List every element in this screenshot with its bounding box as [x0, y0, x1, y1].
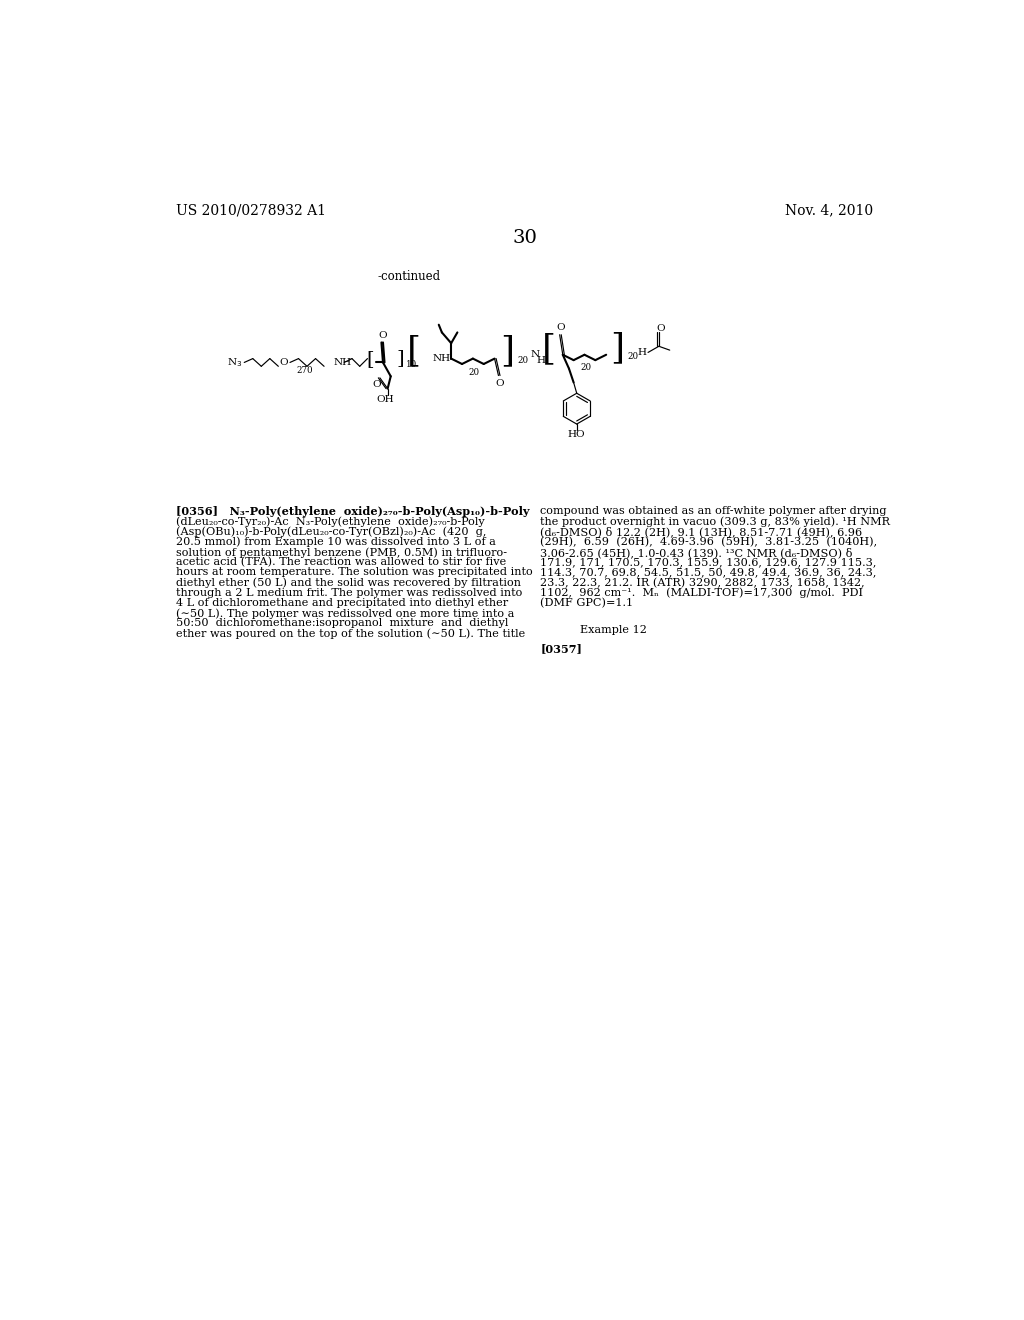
- Text: (d₆-DMSO) δ 12.2 (2H), 9.1 (13H), 8.51-7.71 (49H), 6.96: (d₆-DMSO) δ 12.2 (2H), 9.1 (13H), 8.51-7…: [541, 527, 862, 537]
- Text: US 2010/0278932 A1: US 2010/0278932 A1: [176, 203, 326, 218]
- Text: 23.3, 22.3, 21.2. IR (ATR) 3290, 2882, 1733, 1658, 1342,: 23.3, 22.3, 21.2. IR (ATR) 3290, 2882, 1…: [541, 578, 865, 587]
- Text: (∼50 L). The polymer was redissolved one more time into a: (∼50 L). The polymer was redissolved one…: [176, 609, 514, 619]
- Text: [: [: [407, 334, 421, 368]
- Text: hours at room temperature. The solution was precipitated into: hours at room temperature. The solution …: [176, 568, 532, 577]
- Text: O: O: [378, 331, 386, 341]
- Text: O: O: [656, 325, 665, 333]
- Text: 114.3, 70.7, 69.8, 54.5, 51.5, 50, 49.8, 49.4, 36.9, 36, 24.3,: 114.3, 70.7, 69.8, 54.5, 51.5, 50, 49.8,…: [541, 568, 877, 577]
- Text: ether was poured on the top of the solution (∼50 L). The title: ether was poured on the top of the solut…: [176, 628, 525, 639]
- Text: NH: NH: [432, 354, 451, 363]
- Text: (DMF GPC)=1.1: (DMF GPC)=1.1: [541, 598, 634, 609]
- Text: the product overnight in vacuo (309.3 g, 83% yield). ¹H NMR: the product overnight in vacuo (309.3 g,…: [541, 516, 890, 527]
- Text: ]: ]: [610, 331, 624, 366]
- Text: Nov. 4, 2010: Nov. 4, 2010: [785, 203, 873, 218]
- Text: 4 L of dichloromethane and precipitated into diethyl ether: 4 L of dichloromethane and precipitated …: [176, 598, 508, 609]
- Text: compound was obtained as an off-white polymer after drying: compound was obtained as an off-white po…: [541, 507, 887, 516]
- Text: OH: OH: [377, 395, 394, 404]
- Text: 20.5 mmol) from Example 10 was dissolved into 3 L of a: 20.5 mmol) from Example 10 was dissolved…: [176, 537, 496, 548]
- Text: Example 12: Example 12: [581, 626, 647, 635]
- Text: H: H: [537, 355, 546, 364]
- Text: 30: 30: [512, 228, 538, 247]
- Text: 50:50  dichloromethane:isopropanol  mixture  and  diethyl: 50:50 dichloromethane:isopropanol mixtur…: [176, 618, 509, 628]
- Text: H: H: [637, 348, 646, 356]
- Text: acetic acid (TFA). The reaction was allowed to stir for five: acetic acid (TFA). The reaction was allo…: [176, 557, 506, 568]
- Text: 10: 10: [407, 360, 418, 370]
- Text: O: O: [280, 358, 288, 367]
- Text: O: O: [495, 379, 504, 388]
- Text: N: N: [531, 350, 540, 359]
- Text: -continued: -continued: [378, 271, 440, 284]
- Text: ]: ]: [396, 348, 403, 367]
- Text: 20: 20: [581, 363, 592, 371]
- Text: O: O: [556, 323, 565, 333]
- Text: [0357]: [0357]: [541, 644, 583, 655]
- Text: [: [: [367, 350, 375, 367]
- Text: 1102,  962 cm⁻¹.  Mₙ  (MALDI-TOF)=17,300  g/mol.  PDI: 1102, 962 cm⁻¹. Mₙ (MALDI-TOF)=17,300 g/…: [541, 587, 863, 598]
- Text: 3.06-2.65 (45H), 1.0-0.43 (139). ¹³C NMR (d₆-DMSO) δ: 3.06-2.65 (45H), 1.0-0.43 (139). ¹³C NMR…: [541, 546, 853, 558]
- Text: diethyl ether (50 L) and the solid was recovered by filtration: diethyl ether (50 L) and the solid was r…: [176, 578, 521, 589]
- Text: 171.9, 171, 170.5, 170.3, 155.9, 130.6, 129.6, 127.9 115.3,: 171.9, 171, 170.5, 170.3, 155.9, 130.6, …: [541, 557, 877, 568]
- Text: N$_3$: N$_3$: [227, 356, 243, 368]
- Text: (dLeu₂₀-co-Tyr₂₀)-Ac  N₃-Poly(ethylene  oxide)₂₇₀-b-Poly: (dLeu₂₀-co-Tyr₂₀)-Ac N₃-Poly(ethylene ox…: [176, 516, 484, 527]
- Text: (29H),  6.59  (26H),  4.69-3.96  (59H),  3.81-3.25  (1040H),: (29H), 6.59 (26H), 4.69-3.96 (59H), 3.81…: [541, 537, 878, 548]
- Text: NH: NH: [334, 358, 351, 367]
- Text: through a 2 L medium frit. The polymer was redissolved into: through a 2 L medium frit. The polymer w…: [176, 587, 522, 598]
- Text: HO: HO: [568, 430, 586, 440]
- Text: solution of pentamethyl benzene (PMB, 0.5M) in trifluoro-: solution of pentamethyl benzene (PMB, 0.…: [176, 546, 507, 557]
- Text: (Asp(OBu)₁₀)-b-Poly(dLeu₂₀-co-Tyr(OBzl)₂₀)-Ac  (420  g,: (Asp(OBu)₁₀)-b-Poly(dLeu₂₀-co-Tyr(OBzl)₂…: [176, 527, 486, 537]
- Text: 270: 270: [296, 367, 313, 375]
- Text: 20: 20: [518, 355, 529, 364]
- Text: O: O: [373, 380, 381, 389]
- Text: [: [: [542, 333, 556, 367]
- Text: 20: 20: [628, 352, 639, 360]
- Text: [0356]   N₃-Poly(ethylene  oxide)₂₇₀-b-Poly(Asp₁₀)-b-Poly: [0356] N₃-Poly(ethylene oxide)₂₇₀-b-Poly…: [176, 507, 529, 517]
- Text: 20: 20: [469, 368, 480, 378]
- Text: ]: ]: [500, 334, 514, 368]
